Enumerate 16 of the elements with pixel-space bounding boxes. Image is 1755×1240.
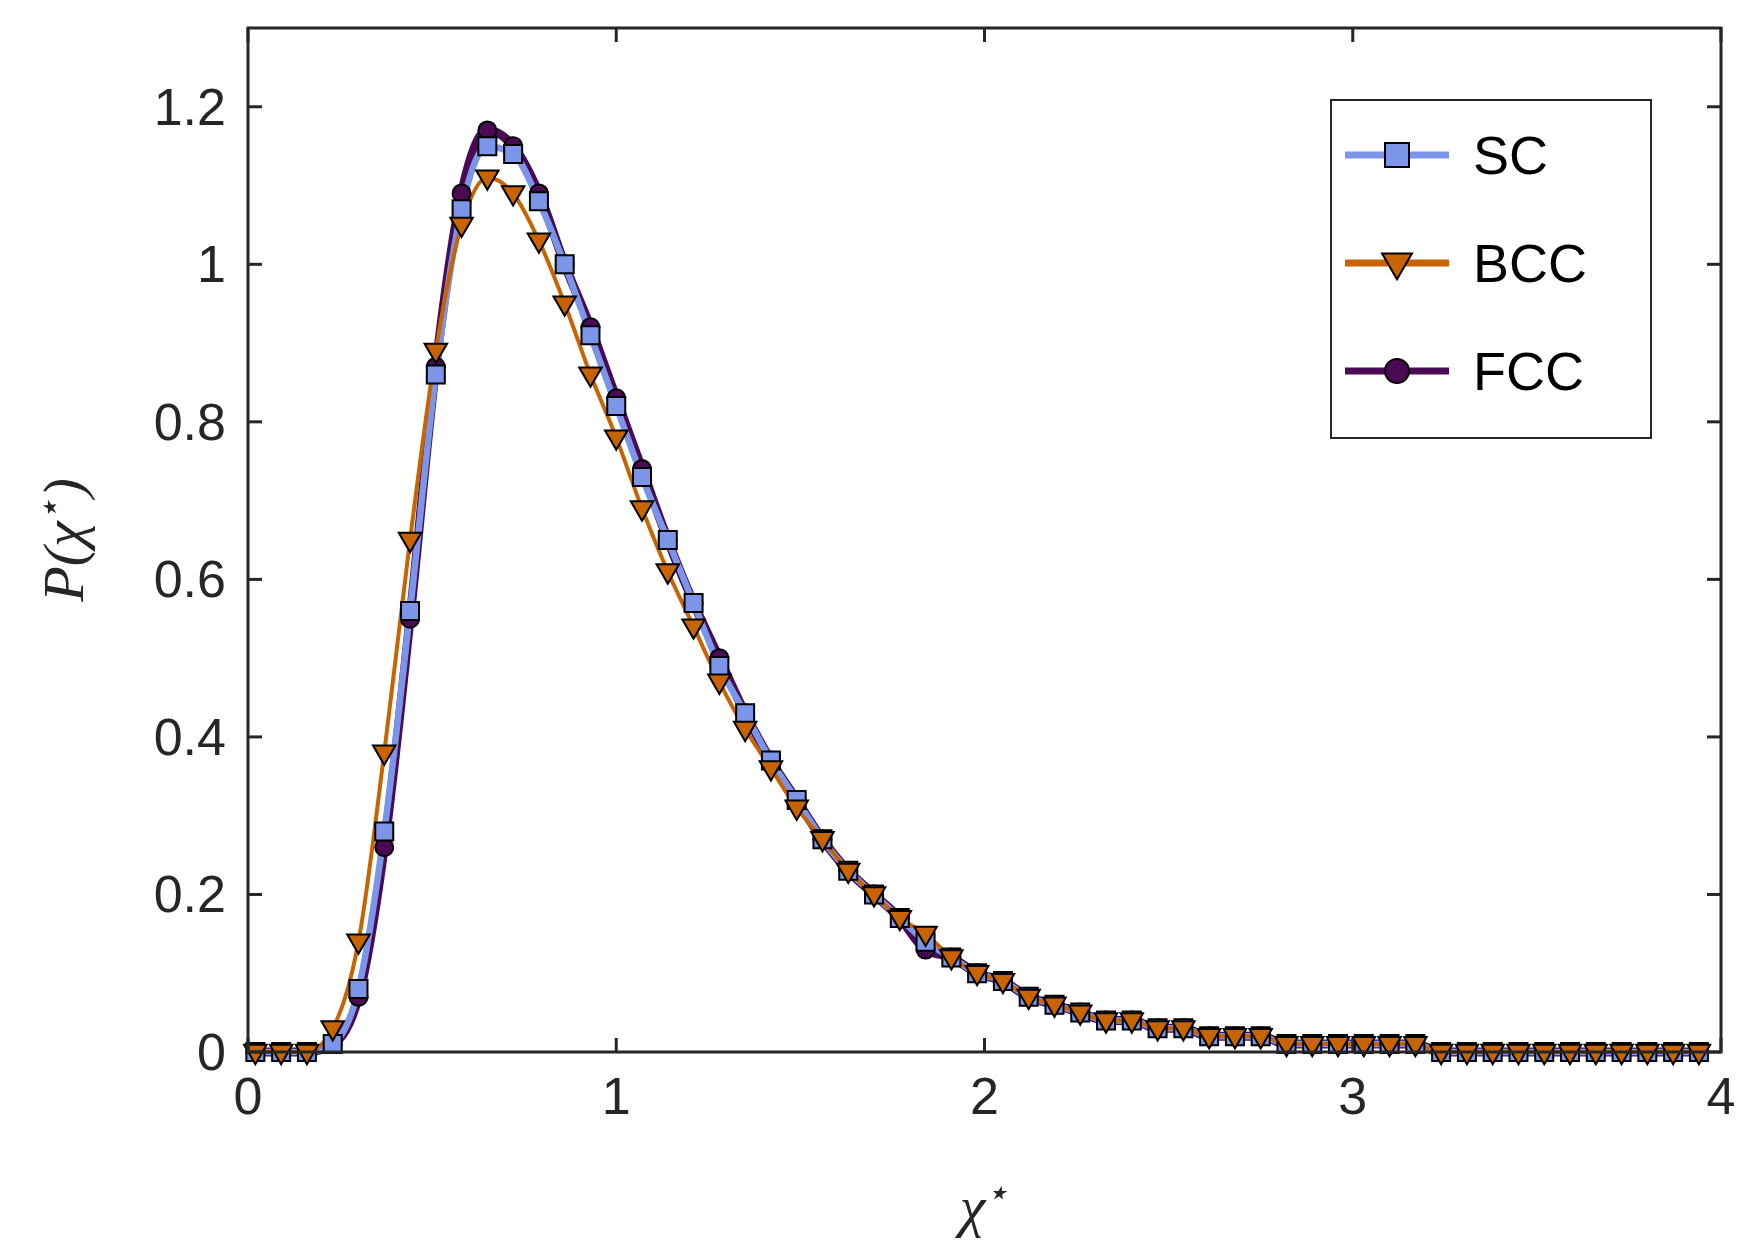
y-tick-label: 0.6 (153, 550, 226, 609)
x-tick-label: 2 (970, 1067, 999, 1125)
x-axis-title: χ$^{⋆}$ (954, 1171, 1010, 1239)
legend-label: SC (1473, 125, 1549, 185)
y-tick-label: 0.4 (153, 707, 226, 766)
y-tick-label: 1.2 (153, 77, 226, 136)
x-tick-label: 4 (1706, 1067, 1736, 1125)
y-tick-label: 0.2 (153, 865, 226, 924)
x-tick-label: 0 (233, 1067, 263, 1125)
legend-label: BCC (1473, 233, 1588, 293)
x-tick-label: 1 (601, 1067, 631, 1125)
legend-label: FCC (1473, 341, 1584, 401)
x-tick-label: 3 (1338, 1067, 1368, 1125)
y-tick-label: 0.8 (153, 392, 226, 451)
y-tick-label: 0 (197, 1023, 226, 1081)
y-tick-label: 1 (197, 235, 226, 294)
